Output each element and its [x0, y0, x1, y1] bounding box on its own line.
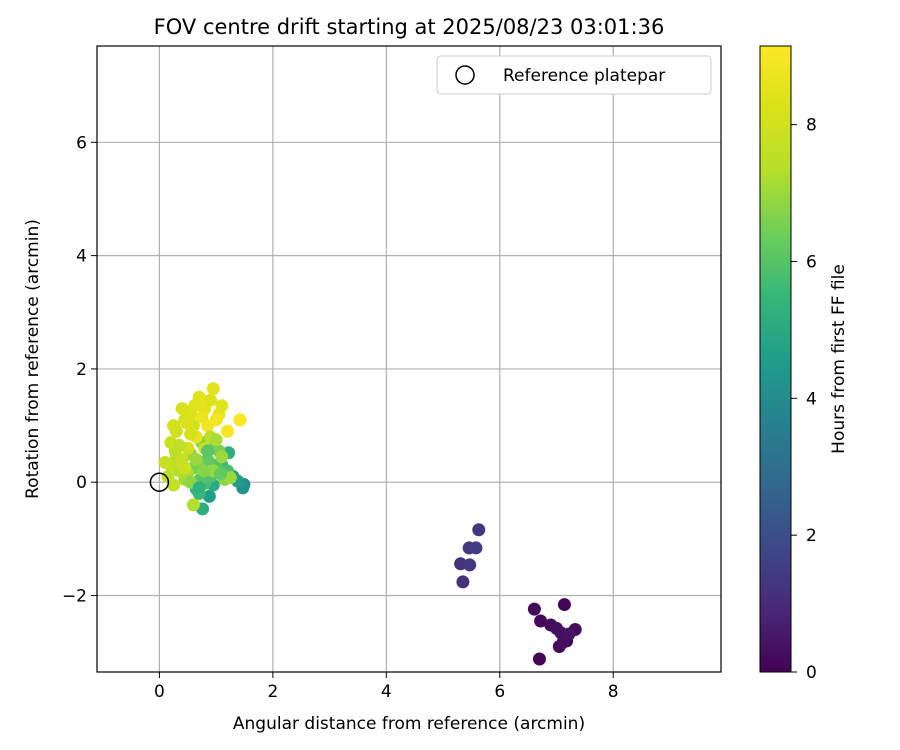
scatter-point [463, 558, 477, 572]
scatter-point [180, 416, 194, 430]
colorbar: 0 2 4 6 8 Hours from first FF file [759, 45, 849, 683]
scatter-points [158, 382, 582, 666]
scatter-point [186, 498, 200, 512]
scatter-point [469, 541, 483, 555]
legend-box [436, 55, 712, 95]
scatter-point [192, 481, 206, 495]
plot-frame [96, 45, 722, 673]
scatter-point [209, 413, 223, 427]
x-axis-label: Angular distance from reference (arcmin) [233, 714, 585, 734]
colorbar-label: Hours from first FF file [829, 264, 849, 454]
scatter-point [456, 575, 470, 589]
y-tick-label: 4 [76, 247, 87, 267]
colorbar-gradient [759, 45, 792, 673]
legend: Reference platepar [436, 55, 712, 95]
colorbar-ticks: 0 2 4 6 8 [791, 116, 817, 683]
scatter-point [472, 523, 486, 537]
scatter-point [189, 453, 203, 467]
x-tick-label: 2 [267, 682, 278, 702]
x-tick-label: 4 [381, 682, 392, 702]
scatter-point [557, 598, 571, 612]
scatter-point [214, 467, 228, 481]
colorbar-tick-label: 6 [806, 253, 817, 273]
scatter-point [158, 455, 172, 469]
scatter-point [215, 450, 229, 464]
scatter-point [188, 399, 202, 413]
legend-entry-reference: Reference platepar [503, 66, 665, 86]
scatter-point [534, 614, 548, 628]
scatter-point [167, 419, 181, 433]
x-tick-label: 6 [494, 682, 505, 702]
scatter-point [532, 652, 546, 666]
legend-marker-icon [455, 65, 475, 85]
colorbar-tick-label: 2 [806, 526, 817, 546]
y-tick-label: 0 [76, 473, 87, 493]
scatter-point [209, 433, 223, 447]
scatter-point [206, 382, 220, 396]
colorbar-tick-label: 4 [806, 389, 817, 409]
scatter-point [202, 489, 216, 503]
scatter-point [215, 399, 229, 413]
scatter-point [201, 444, 215, 458]
scatter-point [184, 427, 198, 441]
colorbar-tick-label: 0 [806, 663, 817, 683]
x-tick-label: 8 [608, 682, 619, 702]
x-axis-ticks: 0 2 4 6 8 [154, 672, 619, 702]
y-tick-label: 6 [76, 133, 87, 153]
scatter-point [233, 413, 247, 427]
reference-point-marker [149, 472, 170, 492]
scatter-point [556, 635, 570, 649]
scatter-point [197, 464, 211, 478]
scatter-point [167, 478, 181, 492]
scatter-point [203, 393, 217, 407]
scatter-point [527, 602, 541, 616]
x-tick-label: 0 [154, 682, 165, 702]
colorbar-tick-label: 8 [806, 116, 817, 136]
y-tick-label: 2 [76, 360, 87, 380]
grid-lines [97, 46, 721, 672]
y-axis-label: Rotation from reference (arcmin) [23, 219, 43, 499]
scatter-point [220, 424, 234, 438]
scatter-point [172, 438, 186, 452]
y-axis-ticks: −2 0 2 4 6 [62, 133, 97, 607]
chart-title: FOV centre drift starting at 2025/08/23 … [154, 15, 665, 39]
y-tick-label: −2 [62, 587, 87, 607]
scatter-point [178, 461, 192, 475]
